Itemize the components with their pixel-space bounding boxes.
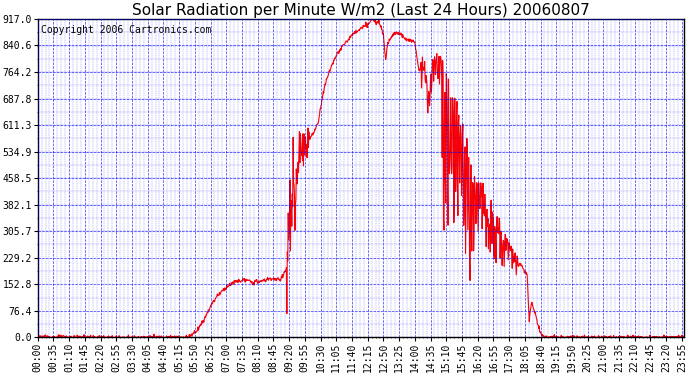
Title: Solar Radiation per Minute W/m2 (Last 24 Hours) 20060807: Solar Radiation per Minute W/m2 (Last 24… <box>132 3 589 18</box>
Text: Copyright 2006 Cartronics.com: Copyright 2006 Cartronics.com <box>41 25 211 35</box>
